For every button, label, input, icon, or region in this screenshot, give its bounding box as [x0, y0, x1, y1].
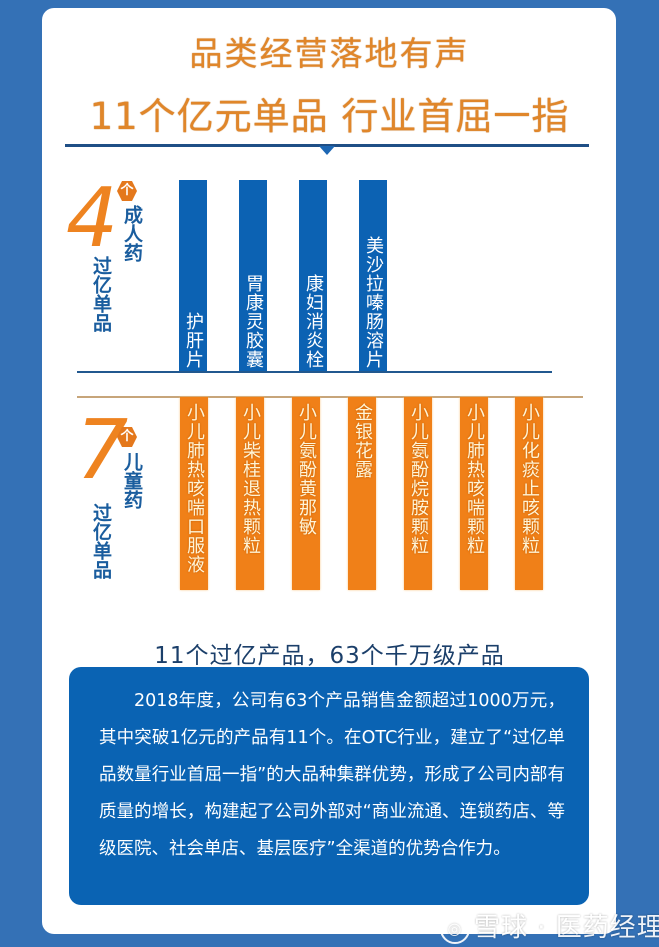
product-name: 金银花露: [352, 403, 373, 479]
header-divider: [65, 144, 589, 147]
snowball-logo-icon: ◎: [440, 913, 470, 944]
adult-product-bar: 康妇消炎栓: [299, 180, 327, 371]
child-product-bar: 金银花露: [348, 397, 376, 590]
child-product-bar: 小儿氨酚烷胺颗粒: [404, 397, 432, 590]
headline-line-1: 品类经营落地有声: [189, 34, 470, 73]
adult-category-label: 成人药: [121, 205, 143, 262]
product-name: 小儿肺热咳喘颗粒: [464, 403, 485, 555]
down-pointer-icon: [319, 146, 335, 155]
product-name: 小儿氨酚黄那敏: [296, 403, 317, 536]
adult-product-bar: 胃康灵胶囊: [239, 180, 267, 371]
summary-subtitle: 11个过亿产品，63个千万级产品: [154, 643, 505, 669]
product-name: 小儿化痰止咳颗粒: [519, 403, 540, 555]
adult-yi-label: 过亿单品: [90, 256, 112, 332]
summary-paragraph: 2018年度，公司有63个产品销售金额超过1000万元，其中突破1亿元的产品有1…: [99, 691, 565, 859]
watermark: ◎雪球 · 医药经理人: [440, 907, 659, 944]
child-yi-label: 过亿单品: [90, 503, 112, 579]
child-category-label: 儿童药: [121, 452, 143, 509]
child-product-bar: 小儿肺热咳喘颗粒: [460, 397, 488, 590]
adult-baseline: [77, 371, 552, 373]
product-name: 小儿柴桂退热颗粒: [240, 403, 261, 555]
child-count: 7: [76, 403, 129, 498]
child-product-bar: 小儿柴桂退热颗粒: [236, 397, 264, 590]
adult-product-bar: 护肝片: [179, 180, 207, 371]
product-name: 康妇消炎栓: [303, 274, 324, 369]
headline-line-2: 11个亿元单品 行业首屈一指: [89, 95, 570, 138]
child-product-bar: 小儿化痰止咳颗粒: [515, 397, 543, 590]
watermark-text: 雪球 · 医药经理人: [474, 913, 659, 943]
adult-product-bar: 美沙拉嗪肠溶片: [359, 180, 387, 371]
product-name: 胃康灵胶囊: [243, 274, 264, 369]
child-product-bar: 小儿氨酚黄那敏: [292, 397, 320, 590]
product-name: 护肝片: [183, 312, 204, 369]
child-product-bar: 小儿肺热咳喘口服液: [180, 397, 208, 590]
summary-textbox: 2018年度，公司有63个产品销售金额超过1000万元，其中突破1亿元的产品有1…: [69, 667, 589, 905]
child-unit-hexagon-icon: 个: [117, 427, 137, 447]
adult-count: 4: [66, 171, 119, 266]
product-name: 小儿氨酚烷胺颗粒: [408, 403, 429, 555]
adult-unit-hexagon-icon: 个: [117, 181, 137, 201]
child-topline: [77, 396, 583, 398]
product-name: 小儿肺热咳喘口服液: [184, 403, 205, 574]
product-name: 美沙拉嗪肠溶片: [363, 236, 384, 369]
